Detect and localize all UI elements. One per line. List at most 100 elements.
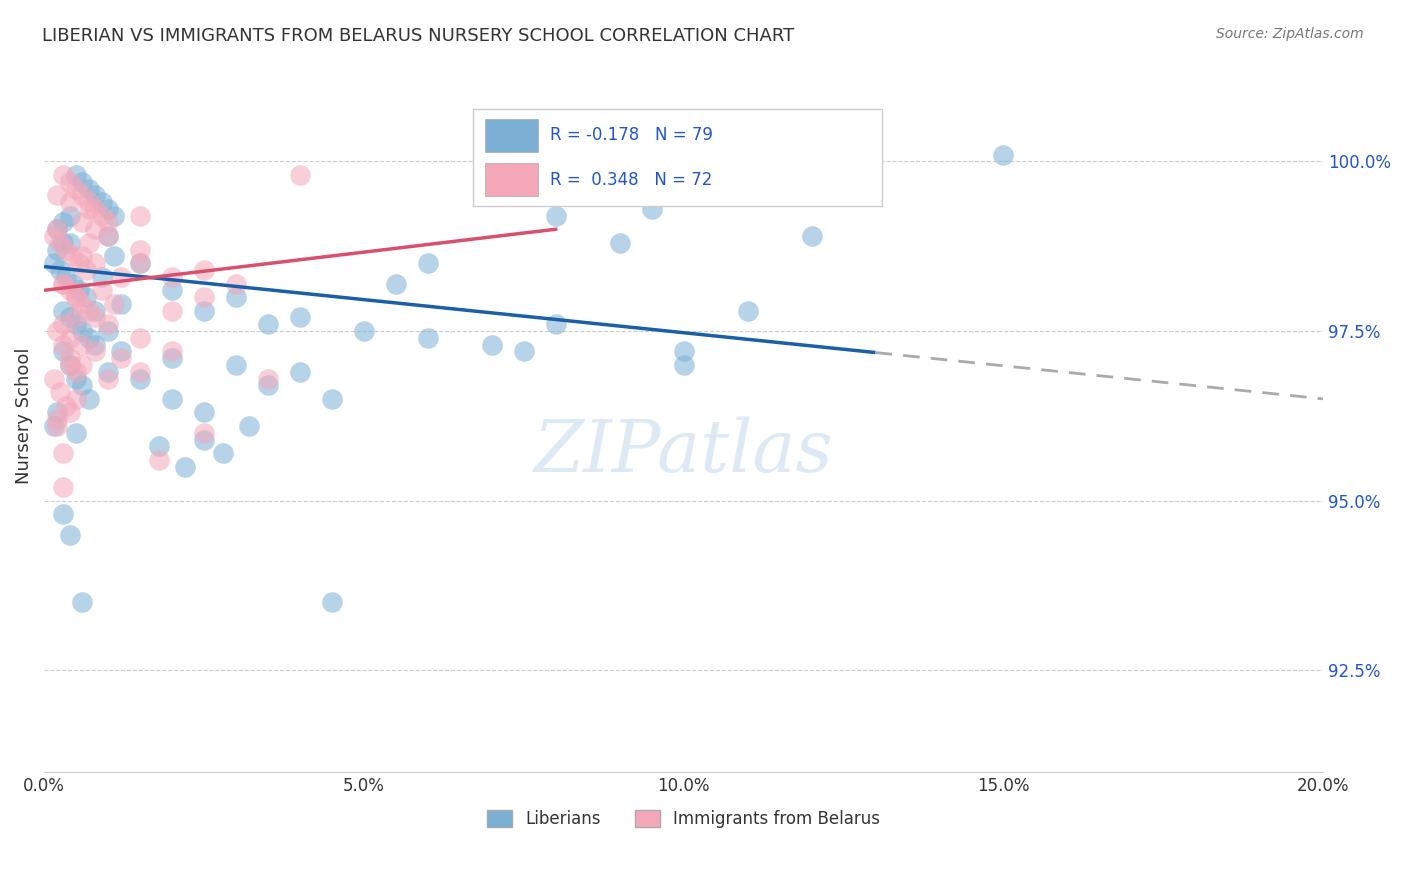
Point [160,269,183,284]
Point [77,195,100,210]
Point [72,188,94,202]
Point [45,222,67,236]
Point [59,405,82,419]
Point [544,209,567,223]
Point [59,283,82,297]
Point [416,256,439,270]
Point [737,303,759,318]
Point [52,446,75,460]
Point [225,277,247,291]
Point [257,378,280,392]
Point [193,433,215,447]
Point [84,310,107,325]
Point [49,235,72,250]
Point [238,419,260,434]
Text: ZIPatlas: ZIPatlas [534,417,834,487]
Point [129,256,152,270]
Point [97,365,120,379]
Point [97,371,120,385]
Point [59,358,82,372]
Point [77,235,100,250]
Point [72,215,94,229]
Point [65,365,87,379]
Point [59,527,82,541]
Point [129,209,152,223]
Point [49,385,72,400]
Point [84,337,107,351]
Point [160,344,183,359]
Point [84,188,107,202]
Point [77,202,100,216]
Point [110,351,132,366]
Point [129,256,152,270]
Point [513,344,536,359]
Point [160,303,183,318]
Point [55,399,77,413]
Point [103,297,125,311]
Point [77,331,100,345]
Point [59,195,82,210]
Point [52,277,75,291]
Point [212,446,235,460]
Point [148,439,170,453]
Point [257,317,280,331]
Point [67,256,90,270]
Point [225,358,247,372]
Text: Source: ZipAtlas.com: Source: ZipAtlas.com [1216,27,1364,41]
Point [49,263,72,277]
Point [97,202,120,216]
Point [416,331,439,345]
Point [288,310,311,325]
Point [72,337,94,351]
Point [59,331,82,345]
Point [52,317,75,331]
Point [353,324,375,338]
Point [129,371,152,385]
Point [103,249,125,263]
Point [42,419,65,434]
Point [45,412,67,426]
Point [75,263,97,277]
Point [65,290,87,304]
Point [65,392,87,406]
Point [72,324,94,338]
Point [45,324,67,338]
Point [65,290,87,304]
Point [193,290,215,304]
Point [72,595,94,609]
Point [97,317,120,331]
Point [288,365,311,379]
Point [59,310,82,325]
Point [193,303,215,318]
Point [52,337,75,351]
Point [148,453,170,467]
Point [672,344,695,359]
Text: LIBERIAN VS IMMIGRANTS FROM BELARUS NURSERY SCHOOL CORRELATION CHART: LIBERIAN VS IMMIGRANTS FROM BELARUS NURS… [42,27,794,45]
Point [544,317,567,331]
Point [800,188,823,202]
Point [65,310,87,325]
Point [193,263,215,277]
Point [160,283,183,297]
Point [90,283,112,297]
Point [42,256,65,270]
Point [90,269,112,284]
Point [640,202,662,216]
Point [84,222,107,236]
Point [55,243,77,257]
Point [59,209,82,223]
Point [52,168,75,182]
Point [193,405,215,419]
Y-axis label: Nursery School: Nursery School [15,348,32,484]
Point [84,202,107,216]
Point [45,243,67,257]
Point [65,168,87,182]
Point [84,344,107,359]
Point [385,277,408,291]
Point [52,235,75,250]
Point [42,229,65,244]
Point [52,303,75,318]
Point [45,419,67,434]
Point [42,371,65,385]
Point [45,405,67,419]
